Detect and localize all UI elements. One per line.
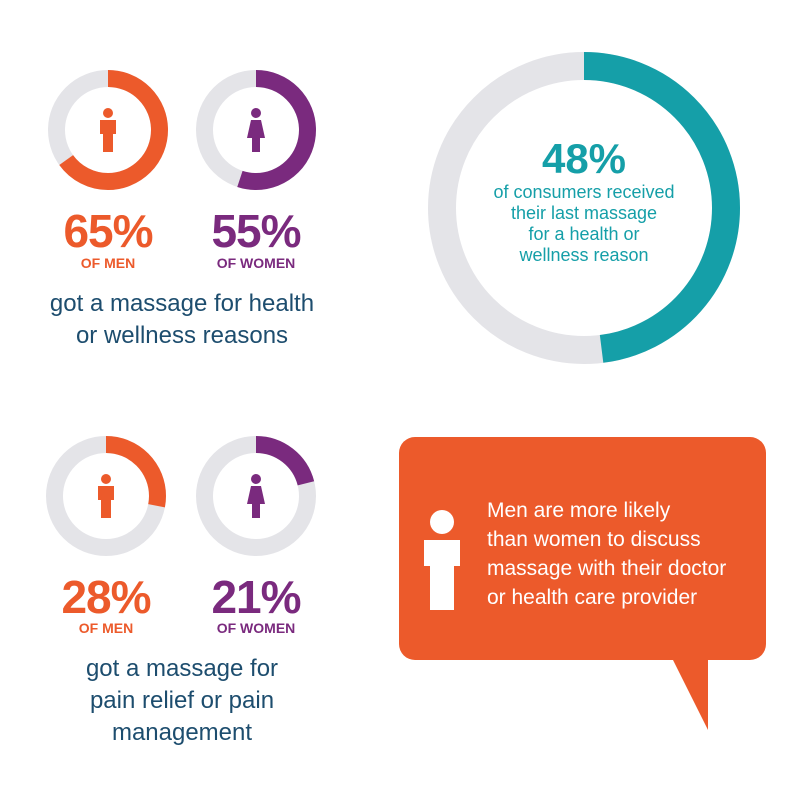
pain-caption-line-2: pain relief or pain (89, 687, 275, 714)
donut-value-arc (48, 70, 168, 190)
donut-pain-men-svg (46, 436, 166, 556)
donut-health-women (196, 70, 316, 190)
donut-health-men-svg (48, 70, 168, 190)
bubble-line-3: massage with their doctor (487, 557, 727, 580)
donut-health-men (48, 70, 168, 190)
bubble-text: Men are more likely than women to discus… (487, 496, 767, 612)
consumers-line-4: wellness reason (519, 245, 649, 265)
pain-caption-line-3: management (111, 719, 253, 746)
woman-icon (247, 474, 265, 518)
consumers-description: of consumers received their last massage… (474, 182, 694, 266)
donut-pain-women-svg (196, 436, 316, 556)
donut-value-arc (428, 52, 740, 364)
pain-men-percent: 28% (61, 571, 151, 623)
donut-consumers-svg (428, 52, 740, 364)
bubble-line-1: Men are more likely (487, 499, 671, 522)
health-men-percent: 65% (63, 205, 153, 257)
woman-icon (247, 108, 265, 152)
consumers-percent: 48% (541, 135, 627, 182)
bubble-line-2: than women to discuss (487, 528, 701, 551)
donut-pain-men (46, 436, 166, 556)
health-women-percent: 55% (211, 205, 301, 257)
donut-consumers (428, 52, 740, 364)
speech-bubble (399, 437, 766, 660)
man-icon (98, 474, 114, 518)
pain-men-sublabel: OF MEN (78, 620, 134, 636)
health-caption-line-1: got a massage for health (49, 290, 315, 317)
pain-women-percent: 21% (211, 571, 301, 623)
donut-pain-women (196, 436, 316, 556)
health-caption: got a massage for health or wellness rea… (22, 288, 342, 352)
health-women-sublabel: OF WOMEN (216, 255, 296, 271)
consumers-line-3: for a health or (528, 224, 640, 244)
donut-value-arc (196, 70, 316, 190)
donut-value-arc (196, 436, 316, 556)
man-icon (100, 108, 116, 152)
health-men-sublabel: OF MEN (80, 255, 136, 271)
donut-value-arc (46, 436, 166, 556)
consumers-line-2: their last massage (510, 203, 658, 223)
pain-women-sublabel: OF WOMEN (216, 620, 296, 636)
pain-caption: got a massage for pain relief or pain ma… (22, 653, 342, 749)
person-icon (424, 510, 460, 610)
donut-health-women-svg (196, 70, 316, 190)
health-caption-line-2: or wellness reasons (75, 322, 289, 349)
pain-caption-line-1: got a massage for (85, 655, 279, 682)
consumers-line-1: of consumers received (493, 182, 675, 202)
bubble-line-4: or health care provider (487, 586, 698, 609)
